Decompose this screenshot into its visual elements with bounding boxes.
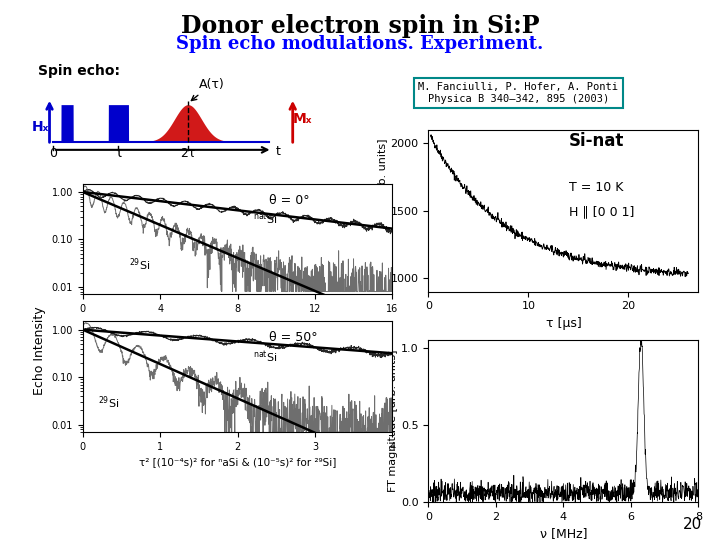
Y-axis label: FT magnitude [arb. units]: FT magnitude [arb. units] (388, 350, 398, 492)
Text: E. Abe, K. M. Itoh, J. Isoya
S. Yamasaki, cond-mat/0402152: E. Abe, K. M. Itoh, J. Isoya S. Yamasaki… (197, 204, 379, 226)
Text: Spin echo:: Spin echo: (38, 64, 120, 78)
X-axis label: τ [μs]: τ [μs] (546, 317, 581, 330)
Text: H ∥ [0 0 1]: H ∥ [0 0 1] (569, 205, 634, 219)
X-axis label: τ² [(10⁻⁴s)² for ⁿaSi & (10⁻⁵s)² for ²⁹Si]: τ² [(10⁻⁴s)² for ⁿaSi & (10⁻⁵s)² for ²⁹S… (139, 457, 336, 467)
Text: $^{\rm nat}$Si: $^{\rm nat}$Si (253, 212, 277, 227)
Text: Hₓ: Hₓ (32, 120, 50, 134)
Text: Echo Intensity: Echo Intensity (33, 307, 46, 395)
Text: t: t (276, 145, 281, 158)
Text: Spin echo modulations. Experiment.: Spin echo modulations. Experiment. (176, 35, 544, 53)
Text: 0: 0 (49, 147, 57, 160)
Text: Si-nat: Si-nat (569, 132, 624, 150)
Text: M. Fanciulli, P. Hofer, A. Ponti
Physica B 340–342, 895 (2003): M. Fanciulli, P. Hofer, A. Ponti Physica… (418, 82, 618, 104)
Text: $^{29}$Si: $^{29}$Si (98, 394, 120, 411)
Text: 20: 20 (683, 517, 702, 532)
Text: $^{29}$Si: $^{29}$Si (130, 256, 150, 273)
Text: Donor electron spin in Si:P: Donor electron spin in Si:P (181, 14, 539, 37)
Text: A(τ): A(τ) (192, 78, 225, 100)
Text: θ = 50°: θ = 50° (269, 331, 318, 344)
Text: $^{\rm nat}$Si: $^{\rm nat}$Si (253, 349, 277, 365)
X-axis label: ν [MHz]: ν [MHz] (540, 528, 587, 540)
Text: T = 10 K: T = 10 K (569, 181, 624, 194)
Text: τ: τ (114, 146, 122, 160)
Y-axis label: Echo intensity [arb. units]: Echo intensity [arb. units] (378, 138, 388, 283)
Text: θ = 0°: θ = 0° (269, 193, 309, 206)
Text: Mₓ: Mₓ (293, 112, 312, 126)
Text: 2τ: 2τ (180, 147, 196, 160)
